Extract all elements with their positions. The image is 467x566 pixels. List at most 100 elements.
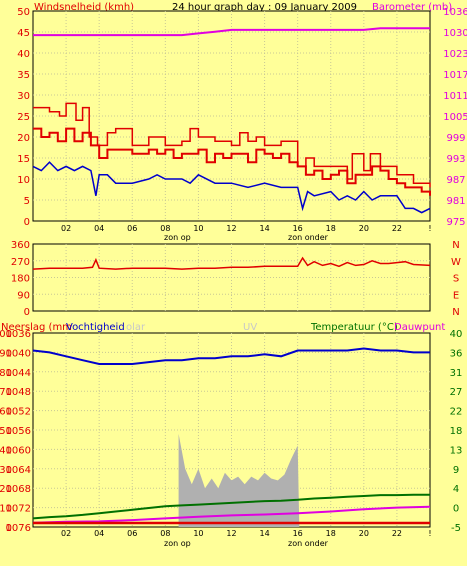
temperature-line bbox=[32, 493, 430, 520]
humidity-y-left2-tick: 1076 bbox=[6, 523, 31, 534]
direction-y-right-tick: N bbox=[452, 307, 459, 318]
humidity-y-right-tick: 40 bbox=[450, 329, 463, 340]
humidity-x-tick-20: 20 bbox=[359, 529, 369, 538]
wind-y-right-tick: 1005 bbox=[443, 112, 467, 123]
wind-x-tick-16: 16 bbox=[293, 224, 303, 233]
wind-gust-line bbox=[33, 102, 431, 188]
wind-x-tick-04: 04 bbox=[94, 224, 104, 233]
humidity-x-tick-10: 10 bbox=[193, 529, 203, 538]
wind-y-right-tick: 1030 bbox=[443, 28, 467, 39]
barometer-line bbox=[33, 27, 430, 37]
sunrise-label-3: zon op bbox=[164, 539, 191, 548]
humidity-x-tick-16: 16 bbox=[293, 529, 303, 538]
wind-x-tick-08: 08 bbox=[160, 224, 170, 233]
humidity-y-left2-tick: 1068 bbox=[6, 484, 31, 495]
wind-direction-y-ticks: 360 N 270 W 180 S 90 E 0 N bbox=[11, 240, 461, 318]
wind-y-left-tick: 35 bbox=[17, 70, 30, 81]
direction-y-right-tick: N bbox=[452, 240, 459, 251]
humidity-x-tick-04: 04 bbox=[94, 529, 104, 538]
humidity-x-tick-18: 18 bbox=[326, 529, 336, 538]
humidity-temperature-y-ticks: 1001036409010403680104431701048276010522… bbox=[0, 329, 462, 534]
humidity-label: Vochtigheid bbox=[66, 322, 125, 333]
solar-label: olar bbox=[126, 322, 146, 333]
humidity-x-tick-12: 12 bbox=[226, 529, 236, 538]
humidity-y-right-tick: 22 bbox=[450, 407, 463, 418]
wind-x-tick-18: 18 bbox=[326, 224, 336, 233]
wind-y-left-tick: 50 bbox=[17, 7, 30, 18]
humidity-x-tick-22: 22 bbox=[392, 529, 402, 538]
wind-y-right-tick: 1036 bbox=[443, 7, 467, 18]
direction-y-left-tick: 180 bbox=[11, 274, 30, 285]
wind-x-tick-12: 12 bbox=[226, 224, 236, 233]
wind-direction-line bbox=[32, 256, 431, 270]
direction-y-right-tick: S bbox=[453, 274, 459, 285]
humidity-y-left-tick: 80 bbox=[0, 368, 12, 379]
wind-y-right-tick: 993 bbox=[446, 154, 465, 165]
humidity-y-left-tick: 20 bbox=[0, 484, 12, 495]
humidity-y-right-tick: 13 bbox=[450, 445, 463, 456]
wind-average-line bbox=[32, 161, 431, 214]
humidity-temperature-series bbox=[32, 347, 431, 527]
humidity-y-left2-tick: 1060 bbox=[6, 445, 31, 456]
humidity-y-left-tick: 30 bbox=[0, 465, 12, 476]
humidity-y-right-tick: 9 bbox=[453, 465, 459, 476]
wind-y-right-tick: 987 bbox=[446, 175, 465, 186]
humidity-line bbox=[32, 347, 430, 365]
wind-y-left-tick: 20 bbox=[17, 133, 30, 144]
humidity-x-tick-02: 02 bbox=[61, 529, 71, 538]
wind-x-tick-20: 20 bbox=[359, 224, 369, 233]
wind-x-tick-22: 22 bbox=[392, 224, 402, 233]
humidity-x-tick-!: ! bbox=[428, 529, 431, 538]
humidity-y-left2-tick: 1044 bbox=[6, 368, 31, 379]
wind-direction-series bbox=[32, 256, 431, 270]
humidity-y-right-tick: 0 bbox=[453, 504, 459, 515]
direction-y-left-tick: 360 bbox=[11, 240, 30, 251]
humidity-y-left2-tick: 1056 bbox=[6, 426, 31, 437]
wind-y-right-tick: 1011 bbox=[443, 91, 467, 102]
dewpoint-label: Dauwpunt bbox=[394, 322, 445, 333]
humidity-temperature-grid bbox=[33, 333, 430, 527]
humidity-x-tick-14: 14 bbox=[259, 529, 269, 538]
wind-x-tick-!: ! bbox=[428, 224, 431, 233]
humidity-y-left-tick: 70 bbox=[0, 387, 12, 398]
wind-y-left-tick: 10 bbox=[17, 175, 30, 186]
rain-label: Neerslag (mm bbox=[1, 322, 72, 333]
wind-direction-grid bbox=[33, 244, 430, 311]
wind-direction-panel: 360 N 270 W 180 S 90 E 0 N bbox=[11, 240, 461, 318]
humidity-y-right-tick: 31 bbox=[450, 368, 463, 379]
humidity-y-left-tick: 60 bbox=[0, 407, 12, 418]
wind-x-tick-02: 02 bbox=[61, 224, 71, 233]
wind-y-right-tick: 1023 bbox=[443, 49, 467, 60]
humidity-y-left2-tick: 1052 bbox=[6, 407, 31, 418]
chart-title: 24 hour graph day : 09 January 2009 bbox=[172, 2, 357, 13]
barometer-label: Barometer (mb) bbox=[372, 2, 452, 13]
wind-barometer-series bbox=[32, 27, 431, 214]
wind-barometer-x-ticks: 02 04 06 08 10 12 14 16 18 20 22! bbox=[61, 224, 432, 233]
humidity-y-left2-tick: 1040 bbox=[6, 348, 31, 359]
wind-x-tick-14: 14 bbox=[259, 224, 269, 233]
wind-y-right-tick: 1017 bbox=[443, 70, 467, 81]
humidity-y-left-tick: 90 bbox=[0, 348, 12, 359]
humidity-y-left-tick: 50 bbox=[0, 426, 12, 437]
humidity-y-left2-tick: 1072 bbox=[6, 504, 31, 515]
wind-y-left-tick: 25 bbox=[17, 112, 30, 123]
wind-y-left-tick: 40 bbox=[17, 49, 30, 60]
humidity-y-left2-tick: 1036 bbox=[6, 329, 31, 340]
uv-label: UV bbox=[243, 322, 257, 333]
wind-y-right-tick: 999 bbox=[446, 133, 465, 144]
humidity-y-left-tick: 0 bbox=[6, 523, 12, 534]
direction-y-right-tick: W bbox=[451, 257, 461, 268]
dewpoint-line bbox=[32, 505, 431, 524]
humidity-x-tick-06: 06 bbox=[127, 529, 137, 538]
humidity-y-left-tick: 100 bbox=[0, 329, 12, 340]
sunset-label-1: zon onder bbox=[288, 233, 329, 242]
wind-y-left-tick: 15 bbox=[17, 154, 30, 165]
direction-y-left-tick: 0 bbox=[24, 307, 30, 318]
direction-y-left-tick: 270 bbox=[11, 257, 30, 268]
humidity-y-right-tick: -5 bbox=[451, 523, 461, 534]
direction-y-right-tick: E bbox=[453, 290, 459, 301]
humidity-y-right-tick: 27 bbox=[450, 387, 463, 398]
wind-y-left-tick: 5 bbox=[24, 196, 30, 207]
